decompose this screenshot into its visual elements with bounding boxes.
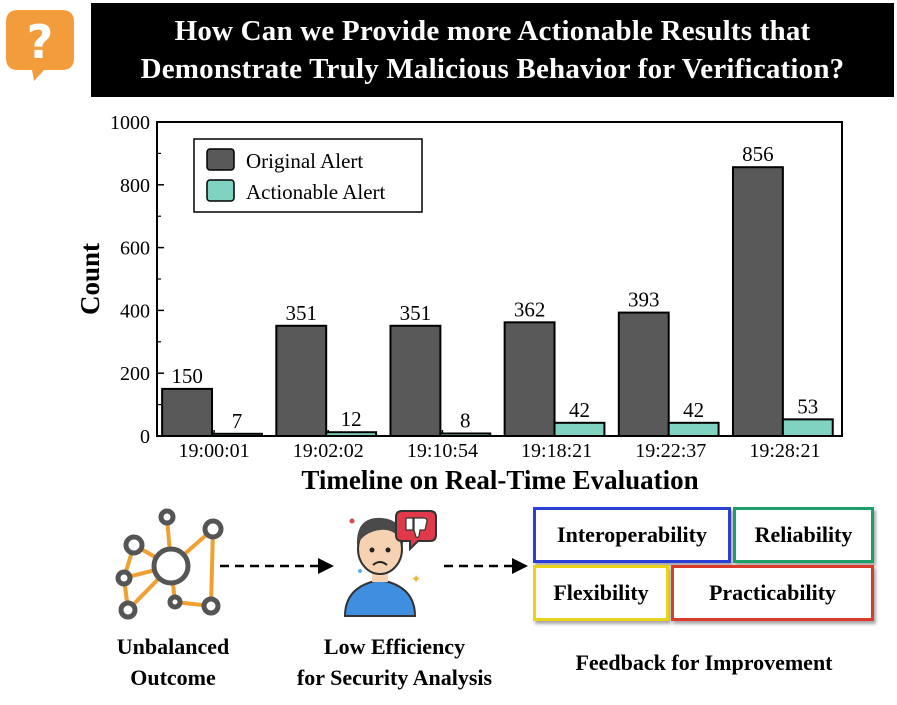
y-tick-label: 200 — [120, 363, 150, 385]
data-label-actionable: 7 — [232, 409, 243, 433]
data-label-original: 351 — [400, 301, 432, 325]
y-tick-label: 0 — [140, 426, 150, 448]
bar-actionable — [781, 418, 834, 438]
data-label-original: 150 — [171, 364, 203, 388]
data-label-actionable: 12 — [341, 407, 362, 431]
legend-label-actionable: Actionable Alert — [246, 180, 386, 204]
title-line-1: How Can we Provide more Actionable Resul… — [174, 15, 811, 47]
bar-actionable — [325, 431, 378, 437]
analyst-caption-line-2: for Security Analysis — [296, 665, 493, 690]
bar-original — [731, 166, 784, 437]
x-tick-label: 19:10:54 — [407, 440, 478, 462]
analyst-caption: Low Efficiency for Security Analysis — [272, 631, 517, 693]
x-axis-label: Timeline on Real-Time Evaluation — [301, 465, 698, 495]
question-bubble-icon: ? — [6, 10, 74, 81]
analyst-caption-line-1: Low Efficiency — [323, 634, 466, 659]
practicability-box: Practicability — [671, 565, 874, 621]
data-label-actionable: 42 — [683, 398, 704, 422]
data-label-original: 351 — [285, 301, 317, 325]
x-tick-label: 19:18:21 — [521, 440, 592, 462]
data-label-actionable: 53 — [797, 394, 818, 418]
bar-original — [161, 387, 214, 437]
bar-actionable — [439, 432, 492, 438]
chart-marks: 0 200 400 600 800 1000 19:00:01 150 7 19:02:02 351… — [110, 112, 843, 462]
outcome-caption: Unbalanced Outcome — [93, 631, 253, 693]
legend-label-original: Original Alert — [246, 149, 363, 173]
bar-actionable — [553, 421, 606, 438]
title-banner: How Can we Provide more Actionable Resul… — [91, 3, 894, 97]
title-line-2: Demonstrate Truly Malicious Behavior for… — [140, 53, 845, 85]
x-tick-label: 19:28:21 — [749, 440, 820, 462]
bar-original — [503, 321, 556, 437]
interoperability-box: Interoperability — [533, 507, 731, 563]
x-tick-label: 19:02:02 — [293, 440, 364, 462]
data-label-actionable: 8 — [460, 408, 471, 432]
bar-actionable — [211, 432, 263, 438]
bar-original — [275, 324, 328, 438]
y-tick-label: 400 — [120, 300, 150, 322]
bar-original — [617, 311, 670, 437]
svg-text:?: ? — [27, 15, 54, 69]
y-axis-label: Count — [75, 243, 105, 315]
data-label-original: 856 — [742, 142, 774, 166]
legend-swatch-actionable — [206, 179, 235, 202]
feedback-caption: Feedback for Improvement — [575, 650, 833, 675]
outcome-caption-line-1: Unbalanced — [116, 634, 230, 659]
y-tick-label: 600 — [120, 238, 150, 260]
data-label-original: 393 — [628, 288, 660, 312]
bar-original — [389, 324, 442, 438]
outcome-caption-line-2: Outcome — [130, 665, 216, 690]
reliability-box: Reliability — [733, 507, 874, 563]
y-tick-label: 1000 — [110, 112, 150, 134]
legend-swatch-original — [206, 148, 235, 171]
data-label-actionable: 42 — [569, 398, 590, 422]
flexibility-box: Flexibility — [533, 565, 669, 621]
y-tick-label: 800 — [120, 175, 150, 197]
data-label-original: 362 — [514, 297, 546, 321]
bar-actionable — [667, 421, 720, 438]
x-tick-label: 19:22:37 — [635, 440, 706, 462]
x-tick-label: 19:00:01 — [179, 440, 250, 462]
legend: Original Alert Actionable Alert — [193, 138, 423, 213]
